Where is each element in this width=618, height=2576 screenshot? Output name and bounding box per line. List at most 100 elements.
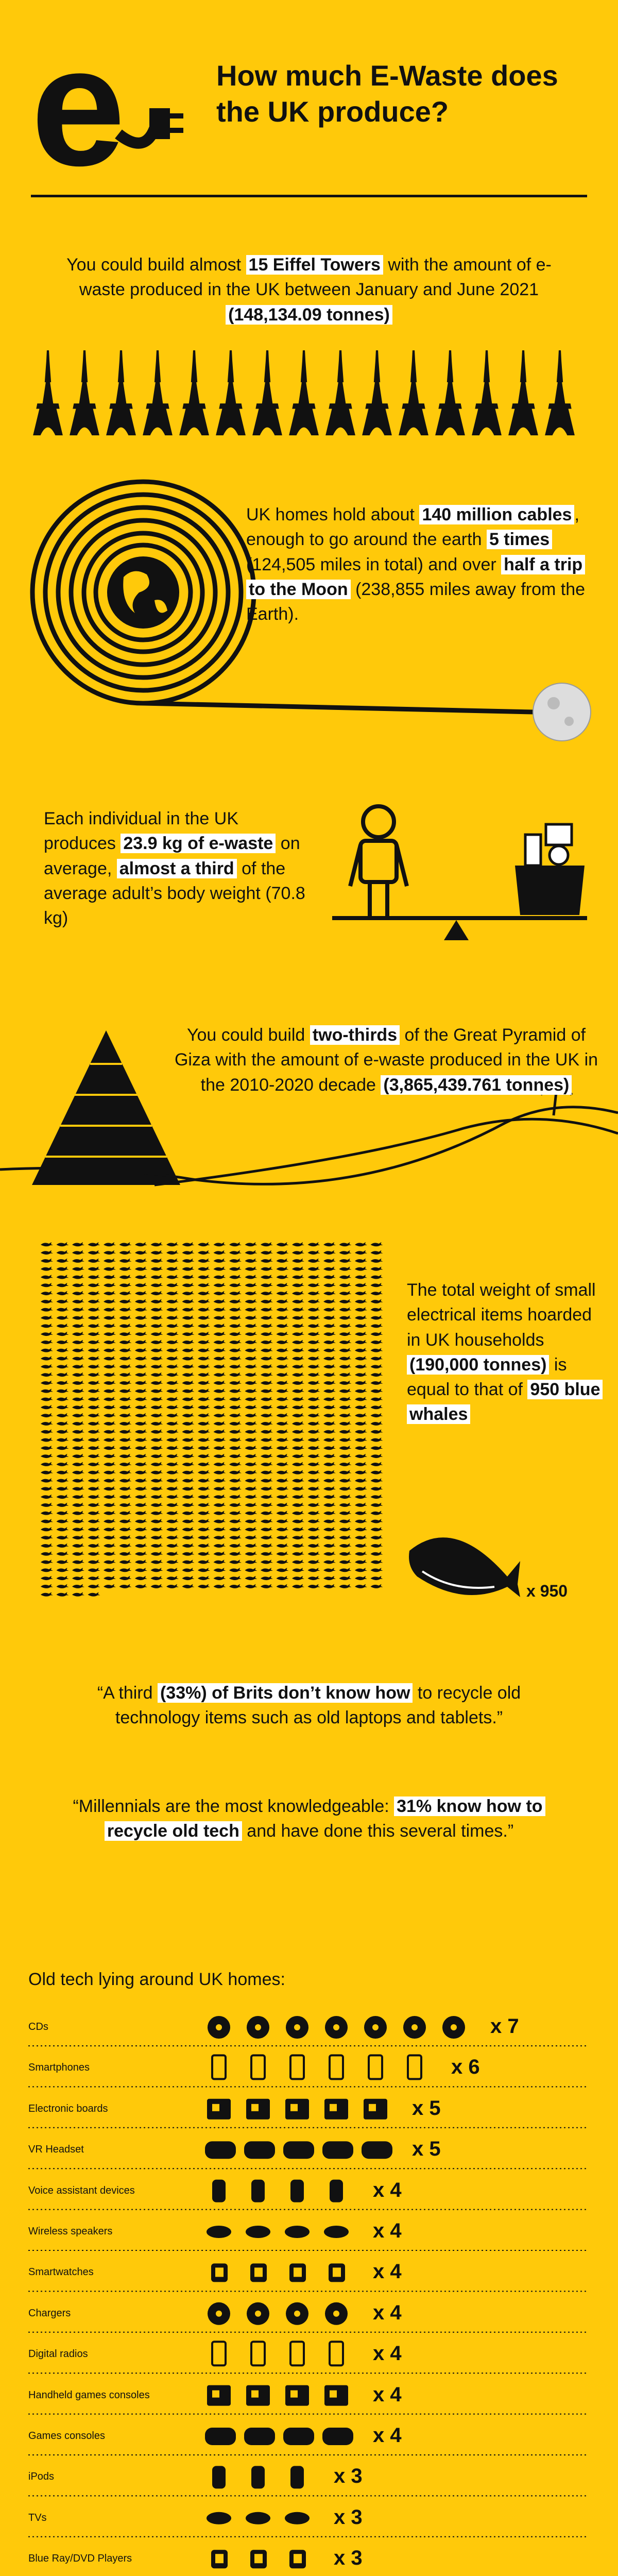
text: (238,855 miles away from the Earth). xyxy=(246,579,586,624)
whale xyxy=(276,1470,289,1475)
whale xyxy=(135,1446,147,1450)
whale xyxy=(135,1307,147,1312)
whale xyxy=(150,1380,163,1385)
whale xyxy=(135,1560,147,1564)
whale xyxy=(213,1519,226,1523)
whale xyxy=(276,1266,289,1271)
whale xyxy=(323,1551,336,1556)
whale xyxy=(56,1592,69,1597)
whale xyxy=(339,1291,352,1296)
whale xyxy=(56,1372,69,1377)
whale xyxy=(41,1543,53,1548)
whale xyxy=(307,1356,320,1361)
whale xyxy=(119,1462,132,1466)
highlight: (190,000 tonnes) xyxy=(407,1354,550,1375)
whale xyxy=(245,1543,258,1548)
whale xyxy=(104,1291,116,1296)
whale-grid xyxy=(41,1242,383,1597)
whale xyxy=(104,1348,116,1352)
highlight: (148,134.09 tonnes) xyxy=(226,304,392,325)
whale xyxy=(104,1575,116,1581)
whale xyxy=(72,1551,84,1556)
icon-part xyxy=(283,2428,314,2445)
whale xyxy=(229,1502,242,1507)
whale xyxy=(72,1307,84,1312)
whale xyxy=(198,1519,210,1523)
whale xyxy=(229,1364,242,1369)
whale xyxy=(135,1462,147,1466)
whale xyxy=(307,1478,320,1483)
whale xyxy=(276,1502,289,1507)
whale xyxy=(245,1453,258,1459)
whale xyxy=(104,1462,116,1466)
whale xyxy=(339,1470,352,1475)
whale xyxy=(104,1429,116,1434)
whale xyxy=(323,1446,336,1450)
whale xyxy=(88,1315,100,1320)
whale xyxy=(229,1551,242,1556)
whale xyxy=(135,1275,147,1279)
whale xyxy=(307,1348,320,1352)
whale xyxy=(56,1413,69,1418)
whale xyxy=(150,1299,163,1303)
whale xyxy=(213,1511,226,1515)
whale xyxy=(276,1486,289,1491)
whale xyxy=(245,1258,258,1263)
whale xyxy=(339,1340,352,1344)
whale xyxy=(339,1568,352,1572)
whale xyxy=(307,1380,320,1385)
whale xyxy=(370,1568,383,1572)
highlight: (3,865,439.761 tonnes) xyxy=(381,1075,572,1095)
whale xyxy=(229,1275,242,1279)
whale xyxy=(307,1575,320,1581)
whale xyxy=(261,1486,273,1491)
whale xyxy=(56,1348,69,1352)
whale xyxy=(41,1315,53,1320)
whale xyxy=(166,1519,179,1523)
whale xyxy=(182,1356,195,1361)
whale xyxy=(150,1291,163,1296)
whale xyxy=(229,1543,242,1548)
whale xyxy=(150,1250,163,1255)
whale xyxy=(245,1299,258,1303)
icon-part xyxy=(251,2179,265,2202)
whale xyxy=(323,1560,336,1564)
item-count: x 6 xyxy=(451,2056,480,2079)
whale xyxy=(245,1584,258,1588)
whale xyxy=(292,1324,304,1328)
whale xyxy=(323,1324,336,1328)
whale xyxy=(292,1266,304,1271)
whale xyxy=(119,1519,132,1523)
whale xyxy=(229,1462,242,1466)
cables-text: UK homes hold about 140 million cables, … xyxy=(246,502,602,626)
whale xyxy=(213,1291,226,1296)
whale xyxy=(276,1258,289,1263)
whale xyxy=(355,1462,367,1466)
whale xyxy=(150,1502,163,1507)
whale xyxy=(213,1307,226,1312)
tech-icon xyxy=(246,2098,270,2120)
tech-icon xyxy=(329,2263,345,2282)
whale xyxy=(182,1568,195,1572)
whale xyxy=(213,1283,226,1287)
whale xyxy=(72,1331,84,1336)
eiffel-towers xyxy=(33,350,575,435)
whale xyxy=(166,1543,179,1548)
whale xyxy=(292,1307,304,1312)
whale xyxy=(229,1372,242,1377)
whale xyxy=(307,1258,320,1263)
item-count: x 4 xyxy=(373,2301,402,2324)
tech-icon xyxy=(324,2226,349,2238)
whale xyxy=(339,1429,352,1434)
whale xyxy=(276,1380,289,1385)
whale xyxy=(370,1331,383,1336)
whale xyxy=(182,1242,195,1247)
whale xyxy=(261,1364,273,1369)
highlight: 15 Eiffel Towers xyxy=(246,255,383,275)
tech-icon xyxy=(211,2341,227,2367)
title: How much E-Waste does the UK produce? xyxy=(216,59,558,128)
whale xyxy=(182,1364,195,1369)
whale xyxy=(323,1283,336,1287)
whale xyxy=(72,1324,84,1328)
whale xyxy=(355,1429,367,1434)
